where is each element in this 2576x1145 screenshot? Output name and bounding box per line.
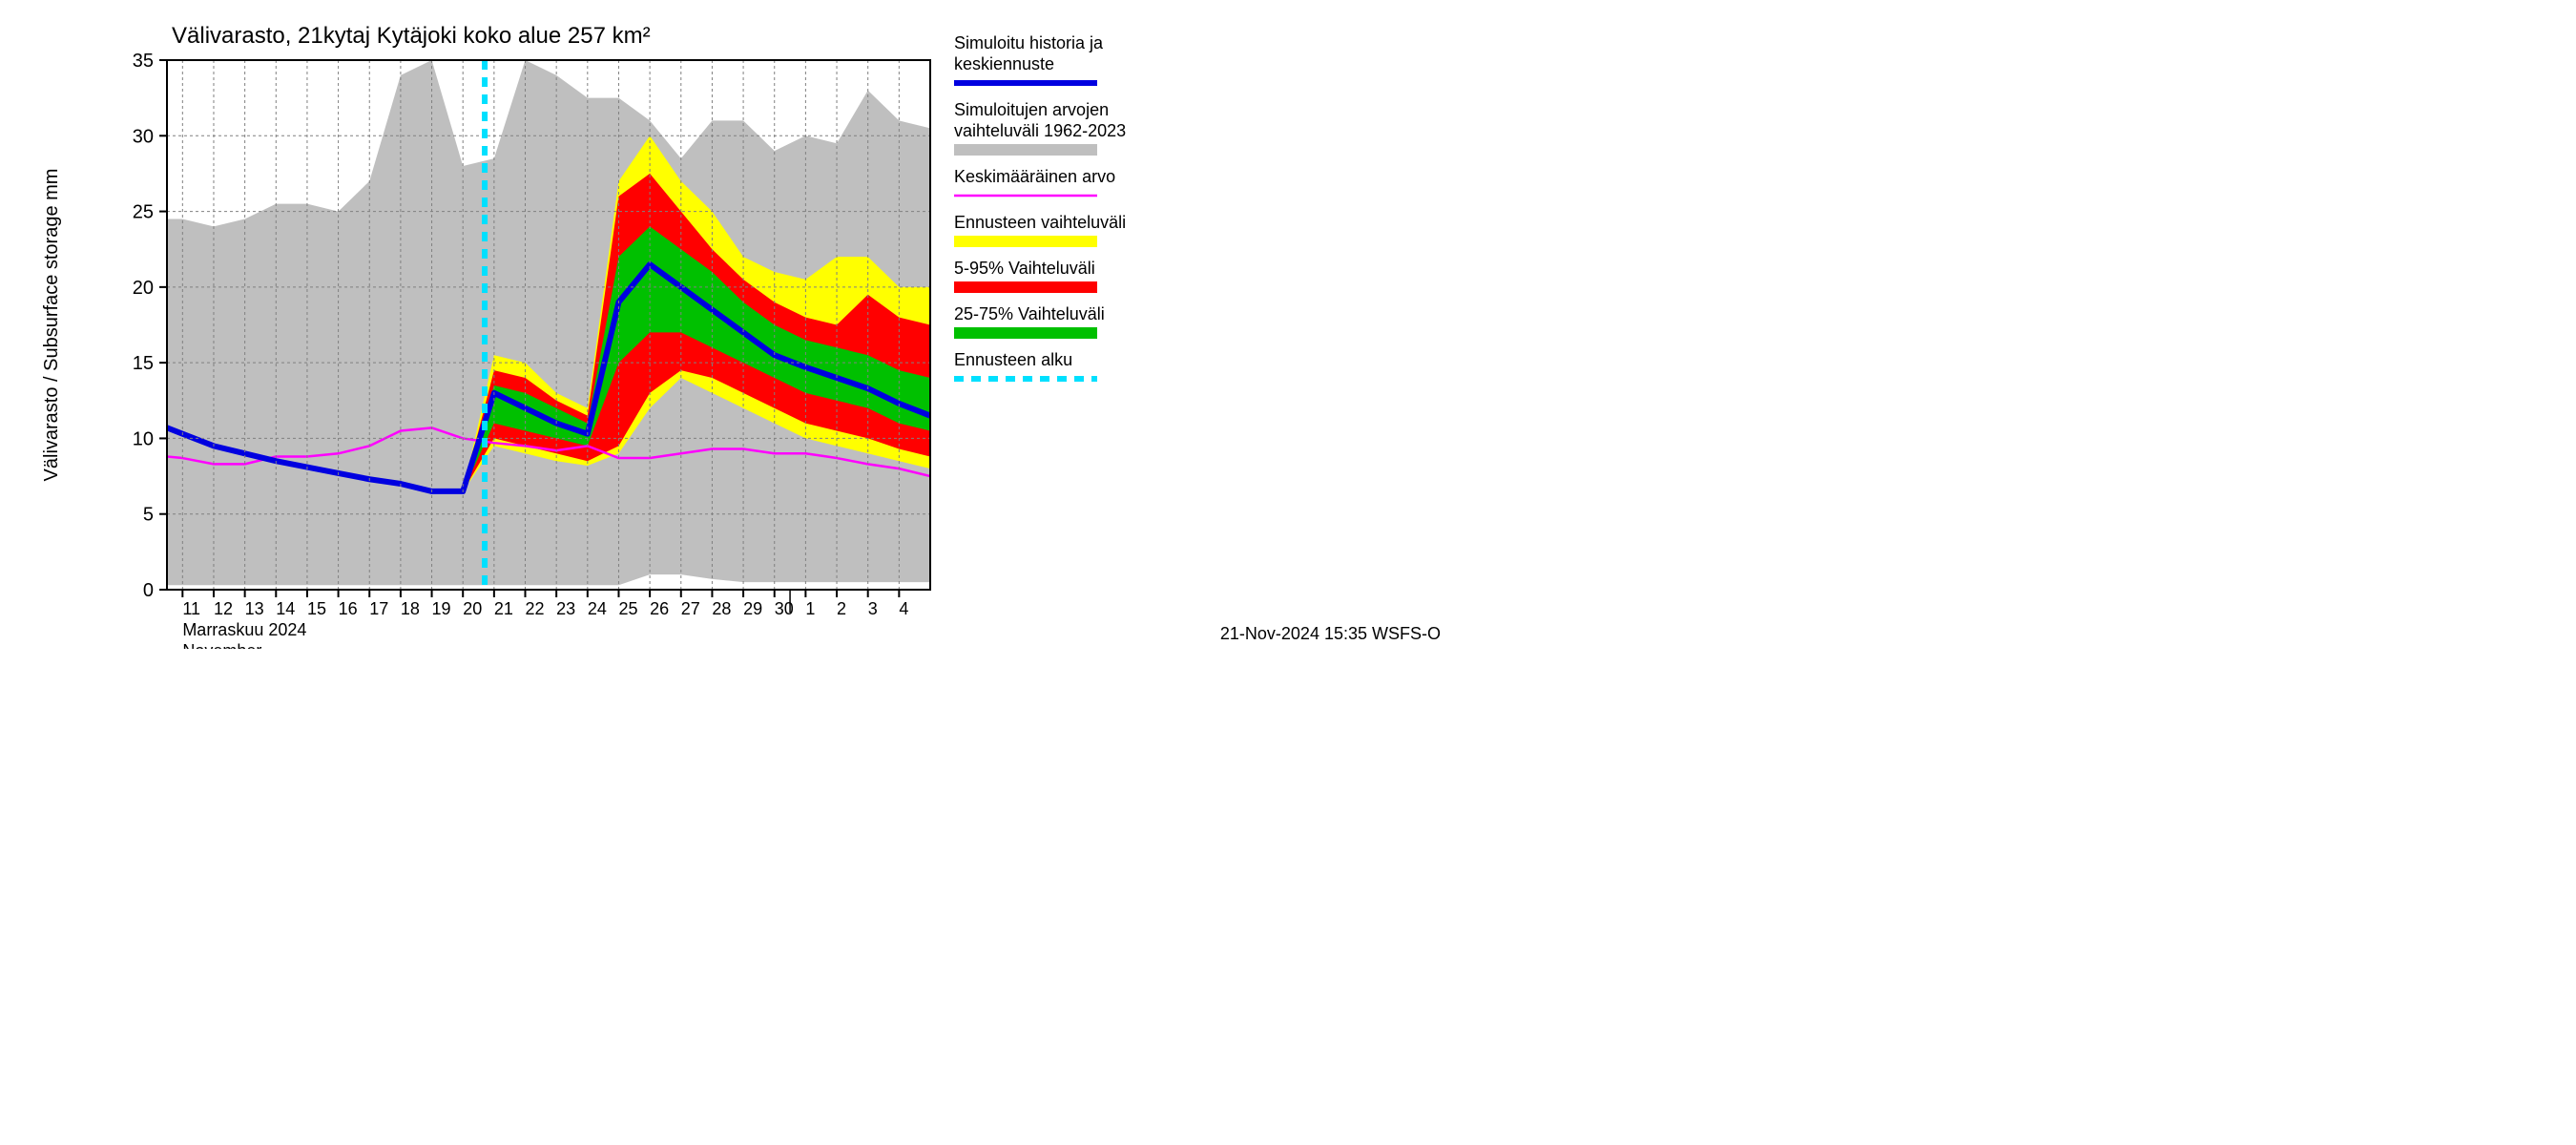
- x-tick-label: 21: [494, 599, 513, 618]
- chart-title: Välivarasto, 21kytaj Kytäjoki koko alue …: [172, 23, 651, 49]
- legend-label: Keskimääräinen arvo: [954, 167, 1115, 186]
- y-tick-label: 0: [143, 580, 154, 601]
- y-tick-label: 5: [143, 505, 154, 526]
- legend-label: Ennusteen vaihteluväli: [954, 213, 1126, 232]
- legend-label: keskiennuste: [954, 54, 1054, 73]
- x-tick-label: 28: [712, 599, 731, 618]
- legend-swatch: [954, 281, 1097, 293]
- chart-container: 0510152025303511121314151617181920212223…: [0, 0, 1460, 649]
- y-axis-label: Välivarasto / Subsurface storage mm: [41, 169, 62, 482]
- legend-swatch: [954, 327, 1097, 339]
- x-tick-label: 17: [369, 599, 388, 618]
- x-tick-label: 15: [307, 599, 326, 618]
- x-tick-label: 25: [618, 599, 637, 618]
- x-tick-label: 19: [432, 599, 451, 618]
- x-tick-label: 27: [681, 599, 700, 618]
- y-tick-label: 20: [133, 278, 154, 299]
- y-tick-label: 30: [133, 126, 154, 147]
- x-tick-label: 26: [650, 599, 669, 618]
- x-tick-label: 1: [805, 599, 815, 618]
- month-label: November: [182, 641, 261, 649]
- x-tick-label: 3: [868, 599, 878, 618]
- y-tick-label: 10: [133, 428, 154, 449]
- x-tick-label: 13: [245, 599, 264, 618]
- x-tick-label: 22: [526, 599, 545, 618]
- x-tick-label: 4: [899, 599, 908, 618]
- legend-label: Ennusteen alku: [954, 350, 1072, 369]
- legend-label: 25-75% Vaihteluväli: [954, 304, 1105, 323]
- legend-swatch: [954, 236, 1097, 247]
- x-tick-label: 16: [339, 599, 358, 618]
- x-tick-label: 20: [463, 599, 482, 618]
- x-tick-label: 2: [837, 599, 846, 618]
- x-tick-label: 29: [743, 599, 762, 618]
- y-tick-label: 25: [133, 202, 154, 223]
- x-tick-label: 12: [214, 599, 233, 618]
- y-tick-label: 35: [133, 51, 154, 72]
- chart-svg: 0510152025303511121314151617181920212223…: [0, 0, 1460, 649]
- legend-label: 5-95% Vaihteluväli: [954, 259, 1095, 278]
- chart-footer: 21-Nov-2024 15:35 WSFS-O: [1220, 624, 1441, 643]
- y-tick-label: 15: [133, 353, 154, 374]
- legend-swatch: [954, 144, 1097, 156]
- x-tick-label: 24: [588, 599, 607, 618]
- x-tick-label: 14: [276, 599, 295, 618]
- legend-label: Simuloitu historia ja: [954, 33, 1104, 52]
- legend-label: Simuloitujen arvojen: [954, 100, 1109, 119]
- x-tick-label: 11: [182, 599, 200, 618]
- x-tick-label: 18: [401, 599, 420, 618]
- legend-label: vaihteluväli 1962-2023: [954, 121, 1126, 140]
- x-tick-label: 23: [556, 599, 575, 618]
- month-label: Marraskuu 2024: [182, 620, 306, 639]
